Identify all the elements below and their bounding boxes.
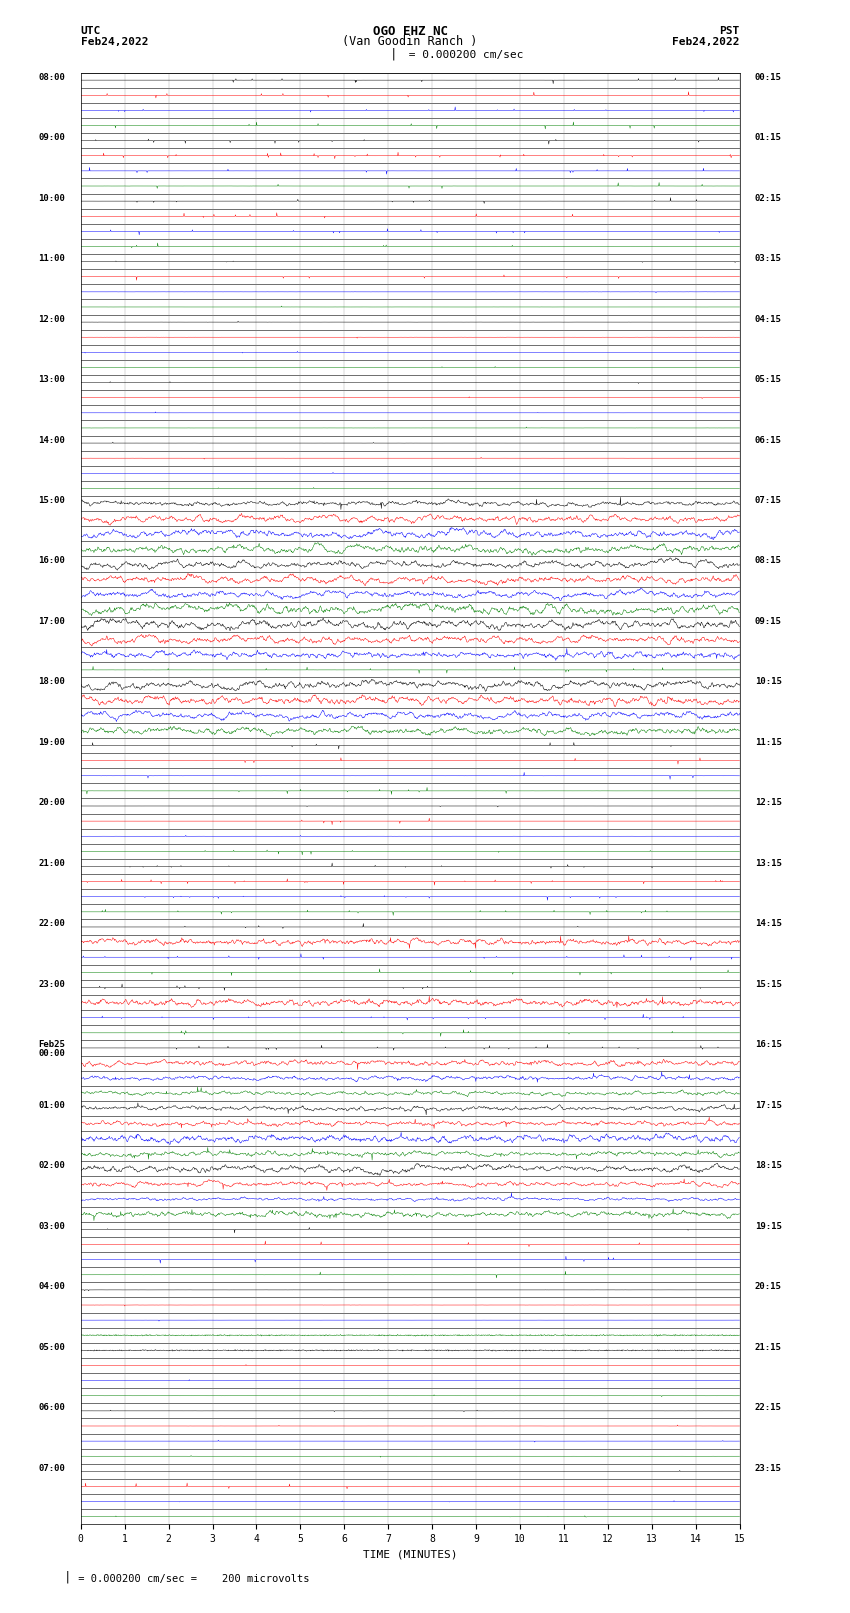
Text: 19:15: 19:15	[755, 1223, 782, 1231]
Text: 09:00: 09:00	[38, 134, 65, 142]
Text: 17:00: 17:00	[38, 618, 65, 626]
Text: Feb24,2022: Feb24,2022	[672, 37, 740, 47]
Text: 06:00: 06:00	[38, 1403, 65, 1413]
Text: 03:00: 03:00	[38, 1223, 65, 1231]
Text: 01:15: 01:15	[755, 134, 782, 142]
Text: 17:15: 17:15	[755, 1102, 782, 1110]
Text: 05:00: 05:00	[38, 1342, 65, 1352]
Text: 00:15: 00:15	[755, 73, 782, 82]
Text: 12:00: 12:00	[38, 315, 65, 324]
Text: (Van Goodin Ranch ): (Van Goodin Ranch )	[343, 35, 478, 48]
Text: 12:15: 12:15	[755, 798, 782, 808]
Text: 23:00: 23:00	[38, 981, 65, 989]
X-axis label: TIME (MINUTES): TIME (MINUTES)	[363, 1550, 457, 1560]
Text: 21:00: 21:00	[38, 858, 65, 868]
Text: 10:00: 10:00	[38, 194, 65, 203]
Text: 18:00: 18:00	[38, 677, 65, 687]
Text: Feb25
00:00: Feb25 00:00	[38, 1040, 65, 1058]
Text: 08:00: 08:00	[38, 73, 65, 82]
Text: 11:00: 11:00	[38, 255, 65, 263]
Text: UTC: UTC	[81, 26, 101, 37]
Text: 06:15: 06:15	[755, 436, 782, 445]
Text: 21:15: 21:15	[755, 1342, 782, 1352]
Text: 11:15: 11:15	[755, 739, 782, 747]
Text: 04:00: 04:00	[38, 1282, 65, 1292]
Text: |: |	[390, 47, 397, 60]
Text: 08:15: 08:15	[755, 556, 782, 566]
Text: = 0.000200 cm/sec: = 0.000200 cm/sec	[401, 50, 523, 60]
Text: 18:15: 18:15	[755, 1161, 782, 1171]
Text: PST: PST	[719, 26, 740, 37]
Text: 02:00: 02:00	[38, 1161, 65, 1171]
Text: 10:15: 10:15	[755, 677, 782, 687]
Text: 15:00: 15:00	[38, 497, 65, 505]
Text: 23:15: 23:15	[755, 1465, 782, 1473]
Text: 15:15: 15:15	[755, 981, 782, 989]
Text: 13:00: 13:00	[38, 376, 65, 384]
Text: OGO EHZ NC: OGO EHZ NC	[372, 24, 448, 37]
Text: 22:15: 22:15	[755, 1403, 782, 1413]
Text: 20:00: 20:00	[38, 798, 65, 808]
Text: 04:15: 04:15	[755, 315, 782, 324]
Text: 05:15: 05:15	[755, 376, 782, 384]
Text: 02:15: 02:15	[755, 194, 782, 203]
Text: 16:15: 16:15	[755, 1040, 782, 1050]
Text: 13:15: 13:15	[755, 858, 782, 868]
Text: 14:15: 14:15	[755, 919, 782, 929]
Text: |: |	[64, 1571, 71, 1584]
Text: 14:00: 14:00	[38, 436, 65, 445]
Text: 16:00: 16:00	[38, 556, 65, 566]
Text: 19:00: 19:00	[38, 739, 65, 747]
Text: 07:15: 07:15	[755, 497, 782, 505]
Text: 20:15: 20:15	[755, 1282, 782, 1292]
Text: = 0.000200 cm/sec =    200 microvolts: = 0.000200 cm/sec = 200 microvolts	[72, 1574, 309, 1584]
Text: 09:15: 09:15	[755, 618, 782, 626]
Text: 22:00: 22:00	[38, 919, 65, 929]
Text: Feb24,2022: Feb24,2022	[81, 37, 148, 47]
Text: 07:00: 07:00	[38, 1465, 65, 1473]
Text: 01:00: 01:00	[38, 1102, 65, 1110]
Text: 03:15: 03:15	[755, 255, 782, 263]
